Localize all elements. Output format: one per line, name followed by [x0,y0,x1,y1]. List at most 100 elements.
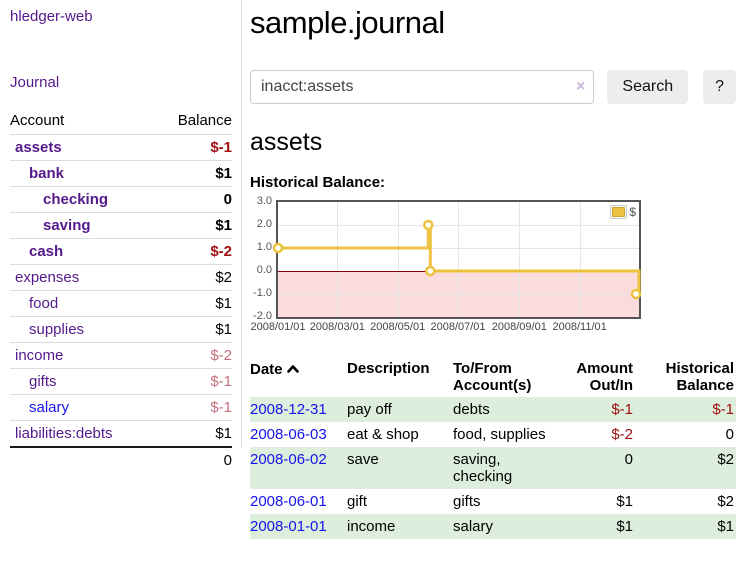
transaction-date: 2008-06-03 [250,422,347,447]
clear-search-icon[interactable]: × [576,78,586,95]
transaction-accounts: salary [453,518,494,535]
account-link-food[interactable]: food [29,295,59,312]
register-header-amount: Amount Out/In [576,360,633,394]
account-row: checking 0 [10,186,232,213]
transaction-balance: $2 [717,451,734,468]
account-row: liabilities:debts $1 [10,420,232,448]
account-balance: $1 [215,217,232,234]
register-table-body: 2008-12-31 pay off debts $-1 $-1 2008-06-03 ea… [250,397,736,539]
accounts-total-value: 0 [155,446,232,473]
y-tick-label: 1.0 [256,241,272,253]
transaction-balance: $-1 [712,401,734,418]
series-line [278,223,641,294]
series-point [272,242,284,254]
register-header-accounts: To/From Account(s) [453,360,532,394]
help-button[interactable]: ? [703,70,736,104]
x-tick-label: 2008/09/01 [491,321,547,333]
transaction-row: 2008-12-31 pay off debts $-1 $-1 [250,397,736,422]
account-link-saving[interactable]: saving [43,217,91,234]
account-row: salary $-1 [10,394,232,421]
y-tick-label: -1.0 [253,287,272,299]
transaction-accounts: gifts [453,493,481,510]
accounts-header-balance: Balance [177,112,232,129]
series-point [630,288,642,300]
search-button[interactable]: Search [607,70,689,104]
vertical-gridline [398,202,399,317]
sidebar-item-journal[interactable]: Journal [10,74,60,91]
transaction-accounts: saving, checking [453,451,513,485]
account-link-checking[interactable]: checking [43,191,109,208]
account-balance: $-2 [210,347,232,364]
chart-legend: $ [610,205,636,219]
account-link-assets[interactable]: assets [15,139,62,156]
chart-title: Historical Balance: [250,174,386,191]
account-row: income $-2 [10,342,232,369]
account-balance: $-2 [210,243,232,260]
x-tick-label: 2008/05/01 [370,321,426,333]
register-header-balance: Historical Balance [665,360,734,394]
register-header-date[interactable]: Date [250,357,347,397]
horizontal-gridline [278,294,639,295]
transaction-date-link[interactable]: 2008-12-31 [250,401,327,418]
transaction-description: eat & shop [347,426,419,443]
x-tick-label: 2008/07/01 [430,321,486,333]
account-row: saving $1 [10,212,232,239]
account-link-income[interactable]: income [15,347,64,364]
transaction-balance: 0 [725,426,734,443]
transaction-amount: $-1 [611,401,633,418]
accounts-table: Account Balance assets $-1 bank $1 checking 0… [10,108,232,473]
y-tick-label: 3.0 [256,195,272,207]
transaction-date-link[interactable]: 2008-06-03 [250,426,327,443]
account-link-gifts[interactable]: gifts [29,373,57,390]
account-balance: $-1 [210,139,232,156]
transaction-accounts: debts [453,401,490,418]
app-brand-link[interactable]: hledger-web [10,8,93,25]
legend-swatch [612,207,626,217]
transaction-row: 2008-01-01 income salary $1 $1 [250,514,736,539]
x-tick-label: 2008/03/01 [309,321,365,333]
horizontal-gridline [278,248,639,249]
transaction-date-link[interactable]: 2008-01-01 [250,518,327,535]
transaction-description: income [347,518,396,535]
transaction-row: 2008-06-02 save saving, checking 0 $2 [250,447,736,489]
legend-label: $ [629,205,636,219]
transaction-balance: $2 [717,493,734,510]
transaction-amount: $-2 [611,426,633,443]
register-table: Date Description To/From Account(s) Amou… [250,357,736,539]
transaction-balance: $1 [717,518,734,535]
y-tick-label: 2.0 [256,218,272,230]
transaction-row: 2008-06-01 gift gifts $1 $2 [250,489,736,514]
search-input[interactable] [250,70,595,104]
transaction-date-link[interactable]: 2008-06-01 [250,493,327,510]
account-balance: $1 [215,425,232,442]
transaction-description: gift [347,493,368,510]
account-link-liabilities-debts[interactable]: liabilities:debts [15,425,113,442]
account-link-bank[interactable]: bank [29,165,65,182]
account-row: gifts $-1 [10,368,232,395]
sidebar: hledger-web Journal Account Balance asse… [0,0,242,473]
x-tick-label: 2008/11/01 [552,321,607,333]
transaction-date: 2008-06-01 [250,489,347,514]
account-link-expenses[interactable]: expenses [15,269,80,286]
account-balance: $1 [215,295,232,312]
main-content: sample.journal × Search ? assets Histori… [250,0,736,539]
search-input-wrap: × [250,70,595,104]
vertical-gridline [458,202,459,317]
account-link-cash[interactable]: cash [29,243,64,260]
historical-balance-chart: 3.0 2.0 1.0 0.0 -1.0 -2.0 $ 2008/01/01 2008/03… [250,195,736,341]
account-balance: $1 [215,321,232,338]
page-title: sample.journal [250,5,445,40]
vertical-gridline [580,202,581,317]
account-row: bank $1 [10,160,232,187]
account-link-supplies[interactable]: supplies [29,321,85,338]
account-row: food $1 [10,290,232,317]
balance-series [272,219,642,300]
account-balance: 0 [223,191,232,208]
account-row: supplies $1 [10,316,232,343]
chart-plot-area: $ [272,200,642,319]
x-tick-label: 2008/01/01 [250,321,306,333]
transaction-date-link[interactable]: 2008-06-02 [250,451,327,468]
account-link-salary[interactable]: salary [29,399,70,416]
series-point [423,219,434,231]
